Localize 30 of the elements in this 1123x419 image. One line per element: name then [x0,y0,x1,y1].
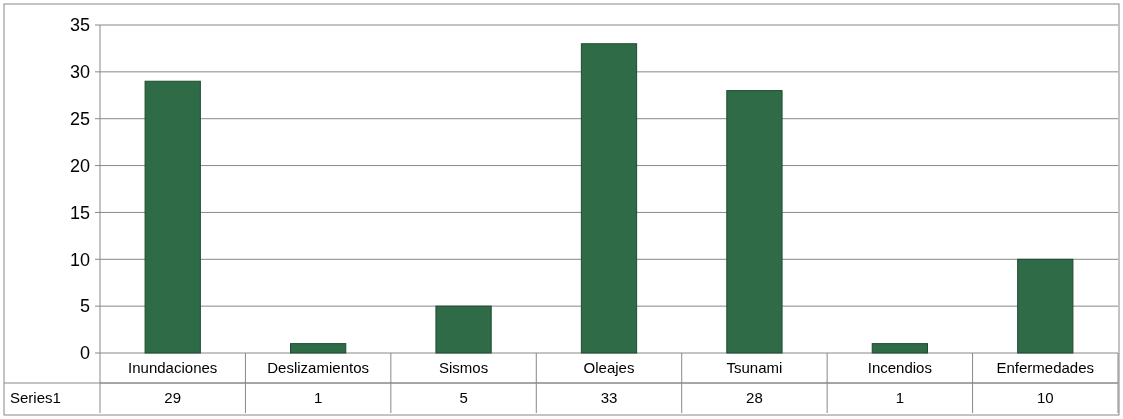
bar [144,80,201,354]
bar [726,90,783,354]
y-tick-label: 0 [79,343,90,364]
x-tick-label: Sismos [438,359,489,377]
x-tick-label: Enfermedades [996,359,1095,377]
x-tick-label: Deslizamientos [267,359,369,377]
y-tick-label: 5 [79,296,90,317]
y-tick-label: 25 [69,109,90,130]
y-tick-label: 35 [69,15,90,36]
x-tick-label: Inundaciones [128,359,218,377]
x-tick-label: Tsunami [726,359,783,377]
text: Series1 [10,389,61,407]
bar [580,43,638,354]
data-label: 1 [895,389,905,407]
bar [871,343,928,354]
data-label: 33 [600,389,618,407]
x-tick-label: Oleajes [583,359,635,377]
data-label: 29 [164,389,182,407]
data-label: 1 [313,389,323,407]
bar [290,343,347,354]
y-tick-label: 15 [69,202,90,223]
bar [1017,258,1074,354]
bar [435,305,492,354]
x-tick-label: Incendios [867,359,932,377]
y-tick-label: 20 [69,155,90,176]
y-tick-label: 30 [69,62,90,83]
data-label: 28 [746,389,763,407]
y-tick-label: 10 [69,249,90,270]
data-label: 10 [1036,389,1054,407]
data-label: 5 [459,389,468,407]
